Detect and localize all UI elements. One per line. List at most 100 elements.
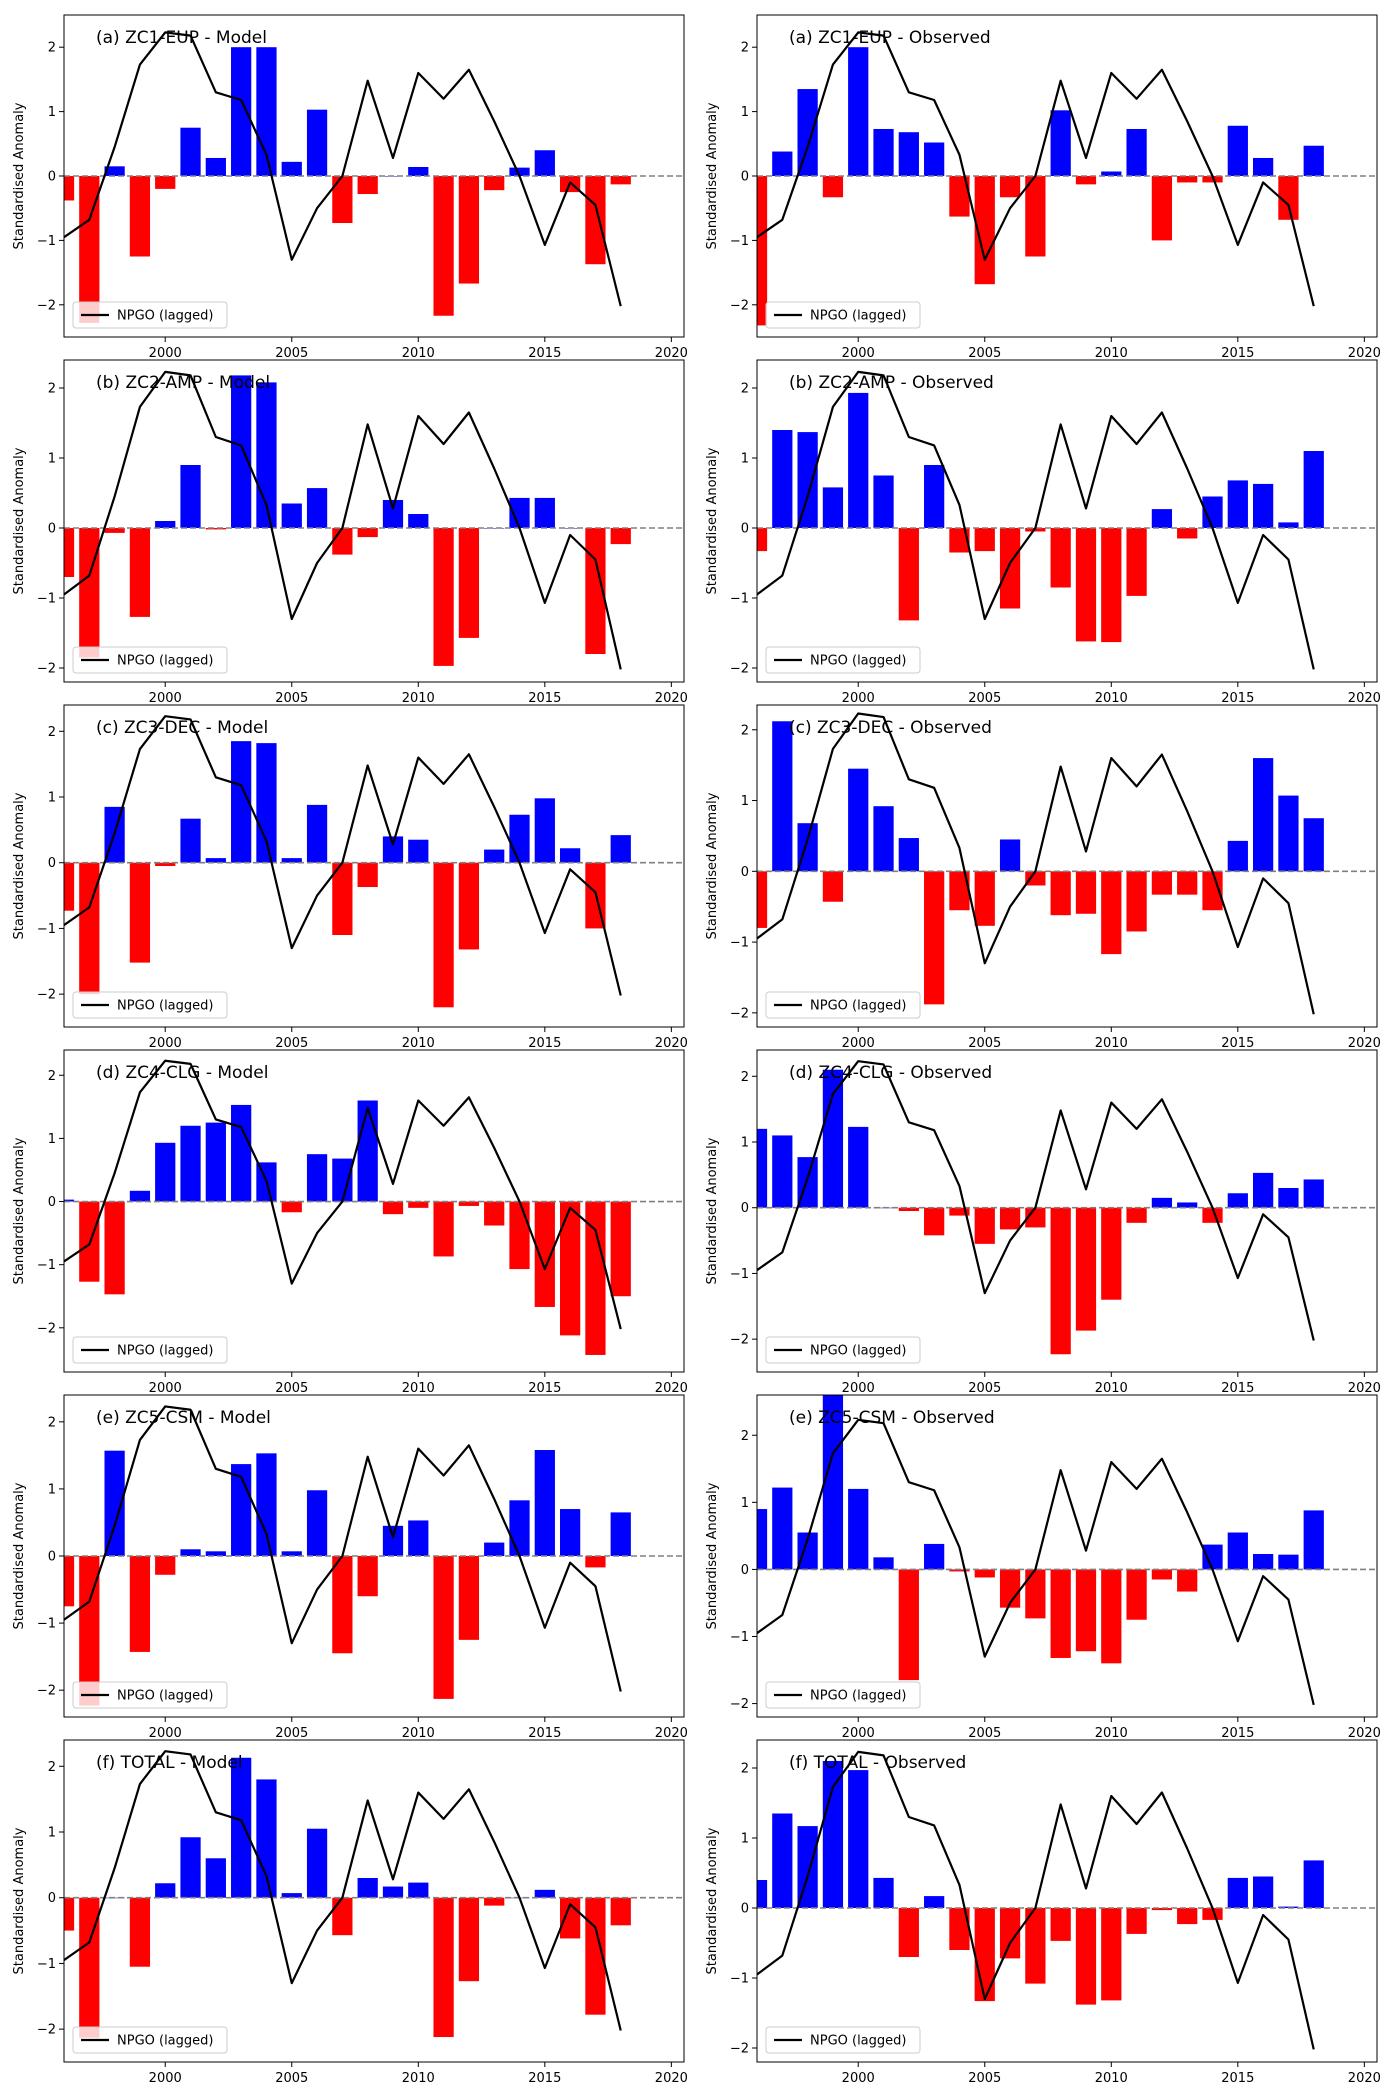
x-tick-label: 2010 <box>402 1381 435 1396</box>
bar <box>757 1880 768 1908</box>
npgo-line <box>64 1059 622 1330</box>
bar <box>585 176 606 265</box>
bar <box>974 1207 995 1244</box>
bar <box>357 862 378 888</box>
x-tick-label: 2005 <box>275 1726 308 1741</box>
x-tick-label: 2000 <box>149 691 182 706</box>
bar <box>1101 528 1122 643</box>
y-tick-label: 1 <box>741 105 749 120</box>
bar <box>1253 483 1274 528</box>
bar <box>408 1882 429 1898</box>
npgo-line <box>757 1418 1315 1706</box>
chart-panel: −2 −1 0 1 2 2000 2005 2010 2015 2020 Standardised … <box>12 704 688 1051</box>
chart-panel: −2 −1 0 1 2 2000 2005 2010 2015 2020 Standardised … <box>12 14 688 361</box>
chart-panel: −2 −1 0 1 2 2000 2005 2010 2015 2020 Standardised … <box>705 1049 1381 1396</box>
plot-area <box>757 31 1377 326</box>
bar <box>64 1897 75 1931</box>
x-tick-label: 2005 <box>968 1381 1001 1396</box>
legend-label: NPGO (lagged) <box>810 1689 906 1704</box>
y-tick-label: 2 <box>741 382 749 397</box>
panel-title: (e) ZC5-CSM - Model <box>96 1408 271 1428</box>
bar <box>999 528 1021 609</box>
bar <box>772 1487 793 1570</box>
bar <box>757 1128 768 1208</box>
bar <box>873 806 894 872</box>
bar <box>1126 1569 1147 1620</box>
legend-box <box>765 991 921 1019</box>
x-tick-label: 2015 <box>528 1036 561 1051</box>
x-tick-label: 2015 <box>528 1381 561 1396</box>
bar <box>1101 1908 1122 2001</box>
x-tick-label: 2010 <box>1095 346 1128 361</box>
bar <box>104 166 125 176</box>
bar <box>484 1897 505 1906</box>
bar <box>382 836 404 863</box>
y-tick-label: 2 <box>48 41 56 56</box>
bar <box>585 1897 606 2015</box>
bar <box>772 1135 793 1208</box>
bar <box>205 1858 226 1898</box>
bar <box>205 157 226 176</box>
bar <box>1303 1860 1324 1908</box>
x-tick-label: 2000 <box>842 1381 875 1396</box>
x-tick-label: 2000 <box>842 1726 875 1741</box>
bar <box>560 1201 581 1336</box>
bar <box>898 1569 919 1681</box>
bar <box>757 1509 768 1570</box>
x-tick-label: 2015 <box>528 346 561 361</box>
bar <box>129 1190 151 1202</box>
bar <box>64 176 75 201</box>
legend-label: NPGO (lagged) <box>117 999 213 1014</box>
chart-panel: −2 −1 0 1 2 2000 2005 2010 2015 2020 Standardised … <box>705 1394 1381 1741</box>
bar <box>1177 1569 1198 1592</box>
chart-panel: −2 −1 0 1 2 2000 2005 2010 2015 2020 Standardised … <box>12 1739 688 2086</box>
bar <box>1227 1532 1248 1570</box>
bar <box>1227 1877 1248 1908</box>
bar <box>1278 795 1299 872</box>
bar <box>1227 1193 1248 1208</box>
bar <box>205 528 226 530</box>
bar <box>999 176 1021 198</box>
bar <box>231 741 252 863</box>
x-tick-label: 2010 <box>402 346 435 361</box>
npgo-line <box>757 370 1315 670</box>
y-axis-label: Standardised Anomaly <box>12 792 27 939</box>
bar <box>1253 1553 1274 1570</box>
y-tick-label: −1 <box>37 922 56 937</box>
bar <box>332 176 353 224</box>
bar <box>306 1490 328 1556</box>
x-tick-label: 2015 <box>1221 1381 1254 1396</box>
bar <box>1253 157 1274 176</box>
bar <box>281 858 302 863</box>
bar <box>306 1154 328 1202</box>
y-tick-label: 1 <box>48 1132 56 1147</box>
bar <box>1278 522 1299 528</box>
bar <box>534 1889 555 1898</box>
bar <box>155 1142 176 1202</box>
bar <box>458 176 480 284</box>
bar <box>129 1897 151 1967</box>
x-tick-label: 2010 <box>1095 1036 1128 1051</box>
bar <box>949 1569 970 1572</box>
bar <box>180 1837 201 1898</box>
y-tick-label: −2 <box>37 2023 56 2038</box>
y-tick-label: −2 <box>37 298 56 313</box>
bar <box>924 465 945 528</box>
bar <box>408 1520 429 1556</box>
bar <box>1025 1569 1046 1619</box>
x-tick-label: 2000 <box>149 1036 182 1051</box>
y-tick-label: 1 <box>741 1136 749 1151</box>
bar <box>129 1556 151 1652</box>
legend-box <box>72 301 228 329</box>
bar <box>949 528 970 553</box>
bar <box>797 1826 818 1908</box>
bar <box>1151 871 1173 895</box>
y-axis-label: Standardised Anomaly <box>12 1482 27 1629</box>
bar <box>1227 125 1248 176</box>
y-tick-label: −2 <box>37 1321 56 1336</box>
bar <box>1101 1207 1122 1300</box>
bar <box>231 1757 252 1898</box>
bar <box>332 528 353 555</box>
bar <box>898 132 919 176</box>
